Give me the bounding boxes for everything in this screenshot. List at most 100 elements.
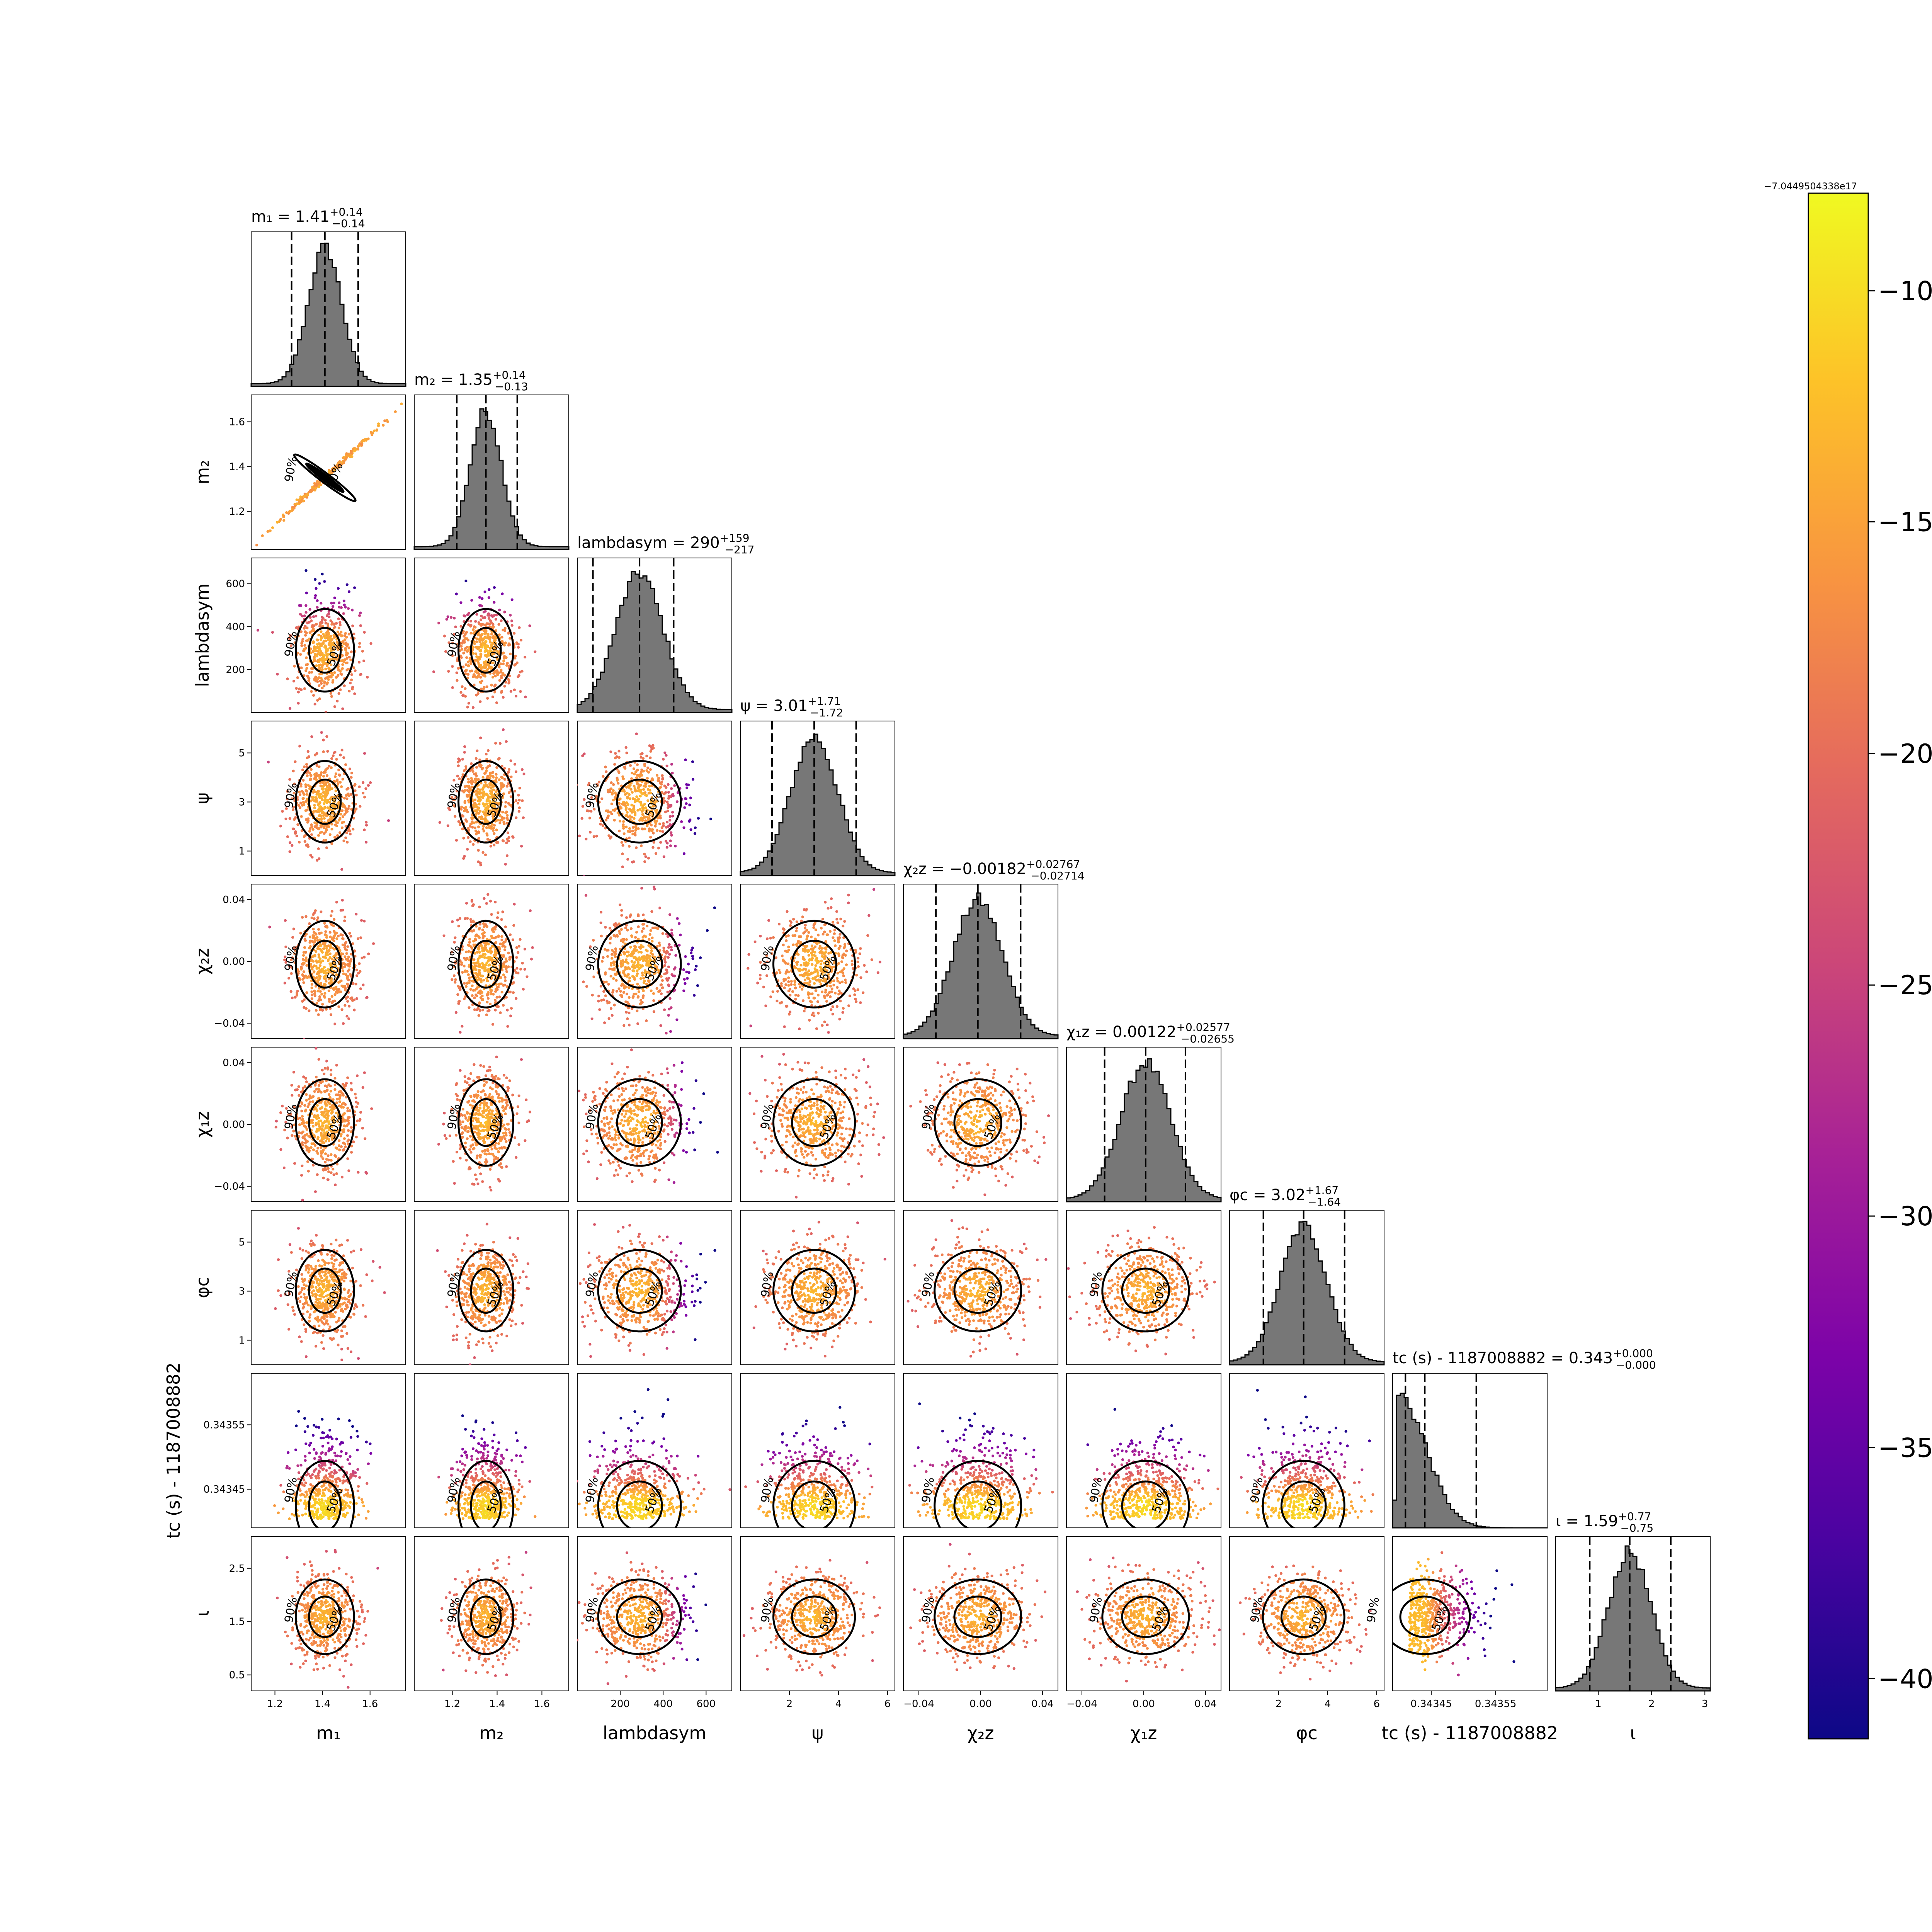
scatter-panel-m1-lambdasym: 50%90% (251, 558, 406, 713)
scatter-panel-psi-chi2z: 50%90% (740, 884, 895, 1039)
xlabel-tc: tc (s) - 1187008882 (1382, 1723, 1558, 1743)
contours (772, 1578, 856, 1655)
title-chi1z: χ₁z = 0.00122+0.02577 −0.02655 (1066, 1021, 1235, 1045)
contours (1393, 1578, 1471, 1655)
ytick-m2: 1.4 (229, 461, 245, 473)
xtick-chi2z: 0.04 (1031, 1698, 1054, 1710)
xtick-chi2z: −0.04 (903, 1698, 934, 1710)
histogram-bars-tc (1392, 1393, 1547, 1529)
title-lambdasym: lambdasym = 290+159 −217 (577, 532, 754, 556)
xtick-psi: 4 (835, 1698, 842, 1710)
scatter-points (752, 1221, 886, 1358)
xtick-iota: 2 (1648, 1698, 1655, 1710)
contours (597, 760, 682, 844)
ytick-lambdasym: 400 (226, 621, 245, 633)
scatter-panel-m2-chi1z: 50%90% (414, 1047, 569, 1202)
scatter-panel-psi-tc: 50%90% (740, 1373, 895, 1528)
contours (772, 1460, 856, 1528)
xtick-m2: 1.2 (444, 1698, 460, 1710)
contours (934, 1578, 1022, 1655)
scatter-panel-chi2z-iota: 50%90% (903, 1536, 1058, 1691)
xtick-psi: 2 (786, 1698, 793, 1710)
ytick-psi: 1 (238, 846, 245, 857)
contours (1262, 1460, 1345, 1528)
scatter-panel-psi-phic: 50%90% (740, 1210, 895, 1365)
scatter-panel-lambdasym-chi2z: 50%90% (577, 884, 732, 1039)
scatter-panel-m2-iota: 50%90% (414, 1536, 569, 1691)
scatter-points (1408, 1551, 1515, 1677)
histogram-bars-phic (1229, 1221, 1385, 1366)
xtick-chi2z: 0.00 (969, 1698, 992, 1710)
contours (597, 1460, 682, 1528)
contours (597, 1578, 682, 1655)
ytick-lambdasym: 600 (226, 578, 245, 590)
ytick-iota: 1.5 (229, 1616, 245, 1628)
hist-panel-phic (1229, 1210, 1385, 1366)
xtick-phic: 6 (1374, 1698, 1380, 1710)
title-phic: φc = 3.02+1.67 −1.64 (1230, 1184, 1341, 1208)
hist-panel-chi1z (1066, 1047, 1222, 1202)
ytick-chi2z: −0.04 (214, 1018, 245, 1029)
colorbar-tick-label: −350080 (1878, 1433, 1932, 1463)
contours (294, 608, 355, 693)
xtick-phic: 2 (1276, 1698, 1282, 1710)
scatter-panel-psi-iota: 50%90% (740, 1536, 895, 1691)
ylabel-chi2z: χ₂z (192, 948, 213, 975)
hist-panel-tc (1392, 1373, 1548, 1529)
contours (457, 920, 515, 1009)
xtick-lambdasym: 600 (697, 1698, 716, 1710)
xlabel-m1: m₁ (316, 1723, 340, 1743)
ytick-iota: 2.5 (229, 1563, 245, 1575)
contours (294, 1249, 355, 1333)
histogram-bars-psi (740, 733, 896, 876)
xtick-psi: 6 (884, 1698, 891, 1710)
ytick-chi2z: 0.00 (223, 956, 245, 968)
ytick-tc: 0.34345 (203, 1484, 245, 1495)
contours (457, 1249, 515, 1333)
title-m1: m₁ = 1.41+0.14 −0.14 (251, 206, 365, 230)
histogram-bars-lambdasym (577, 571, 733, 713)
contours (1101, 1460, 1190, 1528)
scatter-panel-psi-chi1z: 50%90% (740, 1047, 895, 1202)
contours (597, 920, 682, 1009)
title-m2: m₂ = 1.35+0.14 −0.13 (414, 369, 528, 393)
contours (457, 1460, 515, 1528)
ylabel-tc: tc (s) - 1187008882 (163, 1362, 184, 1539)
contours (457, 608, 515, 693)
corner-panels: m₁ = 1.41+0.14 −0.14 m₂ = 1.35+0.14 −0.13 la… (163, 206, 1711, 1743)
ytick-m2: 1.6 (229, 417, 245, 428)
scatter-panel-m2-phic: 50%90% (414, 1210, 569, 1365)
ytick-lambdasym: 200 (226, 664, 245, 676)
xtick-m1: 1.6 (362, 1698, 378, 1710)
contours (457, 760, 515, 844)
contours (934, 1078, 1022, 1167)
hist-panel-lambdasym (577, 558, 733, 713)
contours (772, 920, 856, 1009)
ylabel-m2: m₂ (192, 460, 213, 484)
ytick-phic: 5 (238, 1237, 245, 1248)
contours (294, 1078, 355, 1167)
ylabel-phic: φc (192, 1277, 213, 1298)
hist-panel-psi (740, 721, 896, 876)
xtick-m2: 1.4 (489, 1698, 505, 1710)
scatter-panel-lambdasym-tc: 50%90% (577, 1373, 732, 1528)
hist-panel-chi2z (903, 884, 1059, 1039)
xtick-lambdasym: 200 (611, 1698, 630, 1710)
title-chi2z: χ₂z = −0.00182+0.02767 −0.02714 (903, 858, 1085, 882)
xtick-phic: 4 (1325, 1698, 1331, 1710)
colorbar-offset-label: −7.0449504338e17 (1764, 181, 1857, 192)
title-tc: tc (s) - 1187008882 = 0.343+0.000 −0.000 (1393, 1347, 1656, 1371)
contours (294, 920, 355, 1009)
ytick-psi: 5 (238, 748, 245, 759)
ytick-chi1z: 0.04 (223, 1057, 245, 1069)
xtick-lambdasym: 400 (653, 1698, 673, 1710)
contours (294, 760, 355, 844)
contours (294, 1460, 355, 1528)
scatter-panel-m1-phic: 50%90% (251, 1210, 406, 1365)
xtick-m1: 1.2 (267, 1698, 283, 1710)
ylabel-iota: ι (192, 1611, 213, 1617)
histogram-bars-chi2z (903, 892, 1059, 1039)
scatter-panel-m1-chi2z: 50%90% (251, 884, 406, 1039)
hist-panel-m1 (250, 231, 406, 387)
colorbar-tick-label: −200064 (1878, 739, 1932, 769)
